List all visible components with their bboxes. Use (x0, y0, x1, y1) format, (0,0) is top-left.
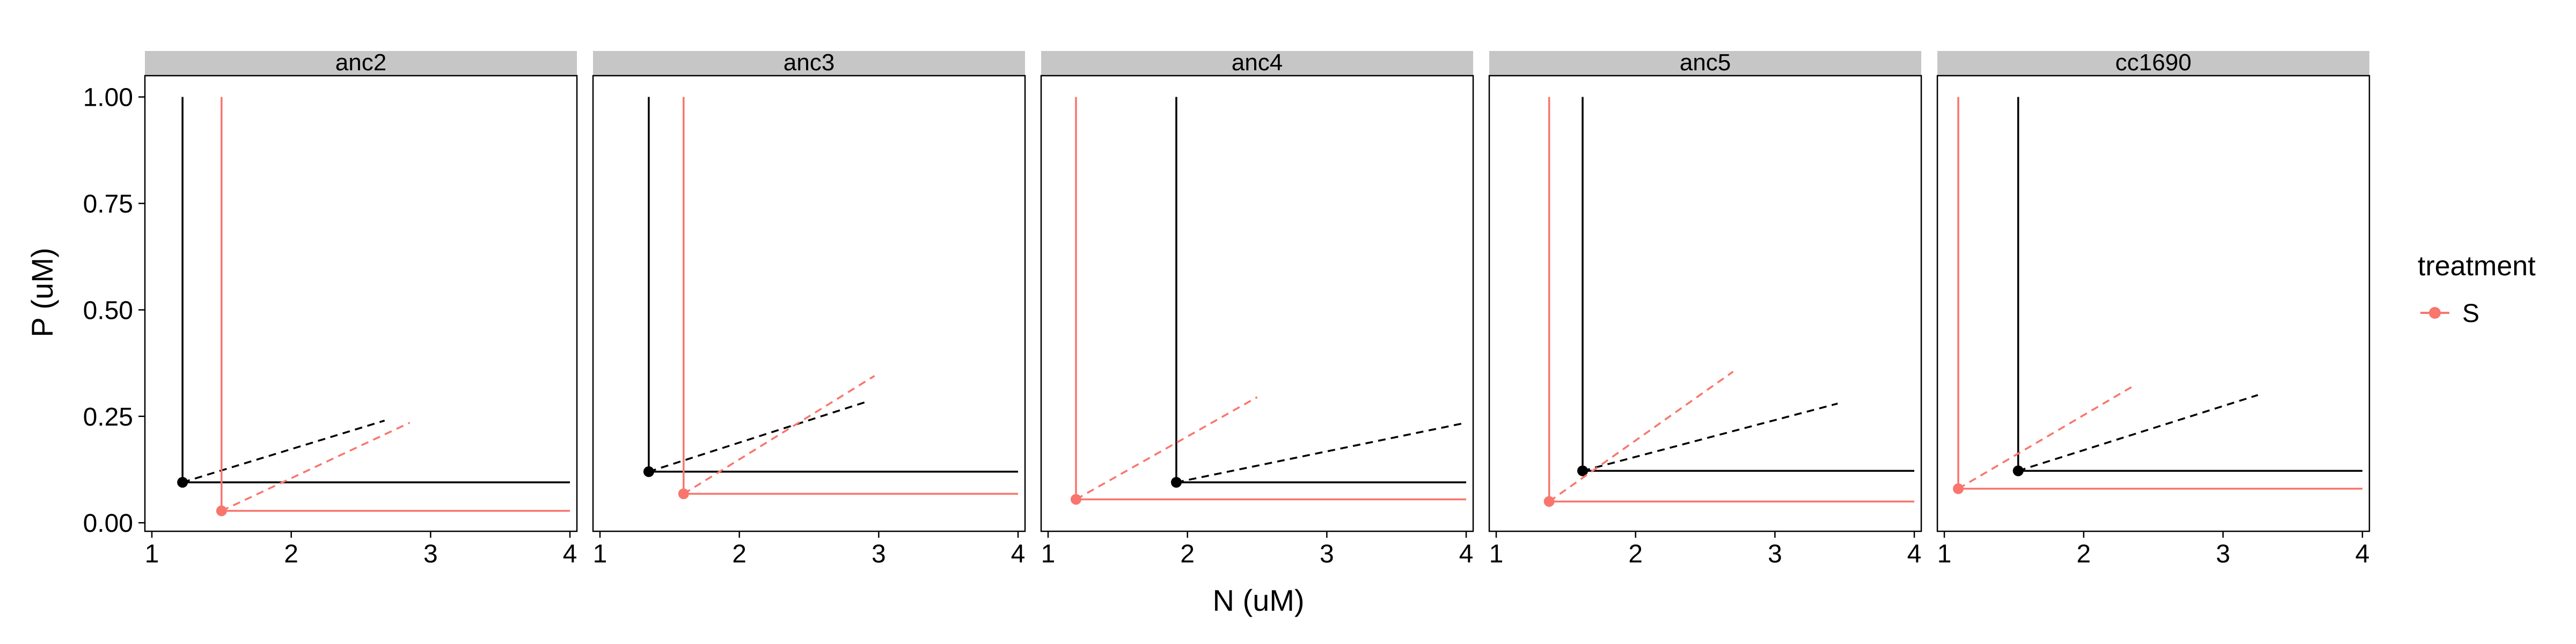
x-tick-label: 2 (2076, 540, 2091, 568)
facet-anc5: anc5 1 2 3 4 (1488, 49, 1922, 568)
panel-border (1936, 75, 2370, 532)
red-dashed-line (1958, 385, 2133, 490)
facet-anc2: anc2 1 2 3 4 0.00 0.25 0.50 0.75 1.00 (83, 49, 578, 568)
facet-strip (1489, 51, 1921, 76)
x-tick-label: 1 (1489, 540, 1504, 568)
panel-border (1040, 75, 1474, 532)
x-tick-label: 4 (1907, 540, 1922, 568)
red-dashed-line (683, 375, 875, 495)
red-dashed-line (1548, 371, 1734, 502)
facet-strip-label: anc3 (784, 49, 835, 76)
y-tick-label: 0.00 (83, 509, 133, 538)
facet-strip (1041, 51, 1473, 76)
x-tick-label: 4 (1459, 540, 1474, 568)
x-tick-label: 3 (423, 540, 438, 568)
legend-label-s: S (2462, 299, 2479, 328)
red-point (1952, 483, 1964, 494)
black-point (1577, 465, 1588, 477)
x-tick-label: 4 (1011, 540, 1026, 568)
x-tick-label: 1 (593, 540, 608, 568)
facet-cc1690: cc1690 1 2 3 4 (1936, 49, 2370, 568)
red-point (678, 488, 689, 500)
black-dashed-line (648, 400, 868, 473)
y-tick-label: 1.00 (83, 84, 133, 112)
x-tick-label: 4 (2355, 540, 2370, 568)
facet-strip-label: anc2 (335, 49, 386, 76)
x-tick-label: 4 (563, 540, 577, 568)
x-tick-label: 2 (1628, 540, 1643, 568)
facet-strip-label: anc4 (1232, 49, 1283, 76)
x-tick-label: 3 (2216, 540, 2230, 568)
x-tick-label: 1 (1041, 540, 1056, 568)
facet-strip (1937, 51, 2369, 76)
black-dashed-line (1176, 421, 1467, 484)
y-axis-label: P (uM) (25, 248, 59, 338)
red-dashed-line (221, 422, 411, 512)
y-tick-label: 0.75 (83, 190, 133, 218)
facet-strip-label: cc1690 (2116, 49, 2192, 76)
panel-border (592, 75, 1026, 532)
y-tick-label: 0.50 (83, 296, 133, 325)
x-tick-label: 3 (1768, 540, 1782, 568)
black-dashed-line (2018, 394, 2258, 472)
x-tick-label: 1 (145, 540, 159, 568)
x-tick-label: 3 (872, 540, 886, 568)
black-point (1170, 477, 1182, 488)
x-tick-label: 2 (732, 540, 747, 568)
facet-strip (593, 51, 1025, 76)
black-dashed-line (1582, 402, 1838, 472)
legend-title: treatment (2418, 251, 2536, 282)
y-tick-label: 0.25 (83, 403, 133, 431)
x-tick-label: 2 (1180, 540, 1195, 568)
red-dashed-line (1075, 396, 1258, 501)
panel-border (144, 75, 578, 532)
facet-anc3: anc3 1 2 3 4 (592, 49, 1026, 568)
x-tick-label: 3 (1320, 540, 1334, 568)
black-point (2012, 465, 2024, 477)
panel-border (1488, 75, 1922, 532)
x-tick-label: 2 (284, 540, 298, 568)
black-point (177, 477, 188, 488)
red-point (1543, 496, 1555, 507)
facet-strip (145, 51, 577, 76)
red-point (1070, 494, 1081, 505)
legend: treatment S (2418, 251, 2536, 328)
x-tick-label: 1 (1937, 540, 1952, 568)
black-dashed-line (182, 420, 385, 484)
legend-key-point-s (2429, 307, 2441, 319)
facet-anc4: anc4 1 2 3 4 (1040, 49, 1474, 568)
x-axis-label: N (uM) (1212, 583, 1304, 617)
black-point (643, 466, 654, 477)
facet-strip-label: anc5 (1680, 49, 1731, 76)
red-point (216, 505, 227, 516)
